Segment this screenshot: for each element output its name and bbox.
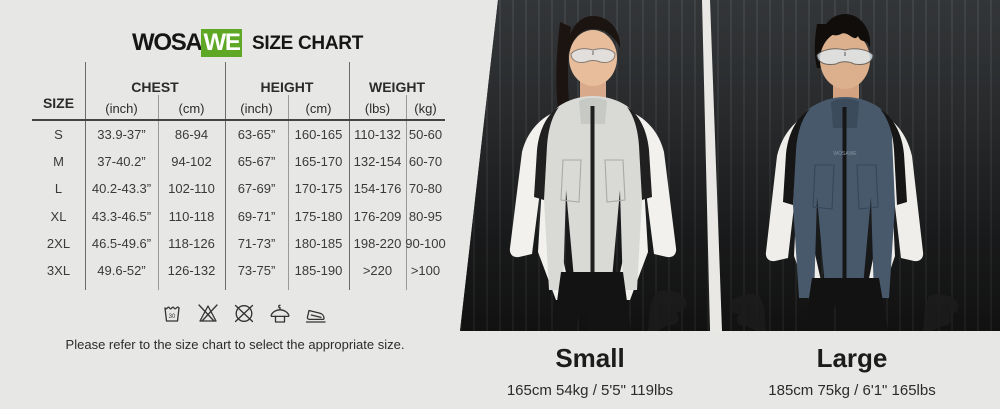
svg-text:30: 30 <box>169 314 176 320</box>
svg-text:WOSAWE: WOSAWE <box>833 151 857 157</box>
